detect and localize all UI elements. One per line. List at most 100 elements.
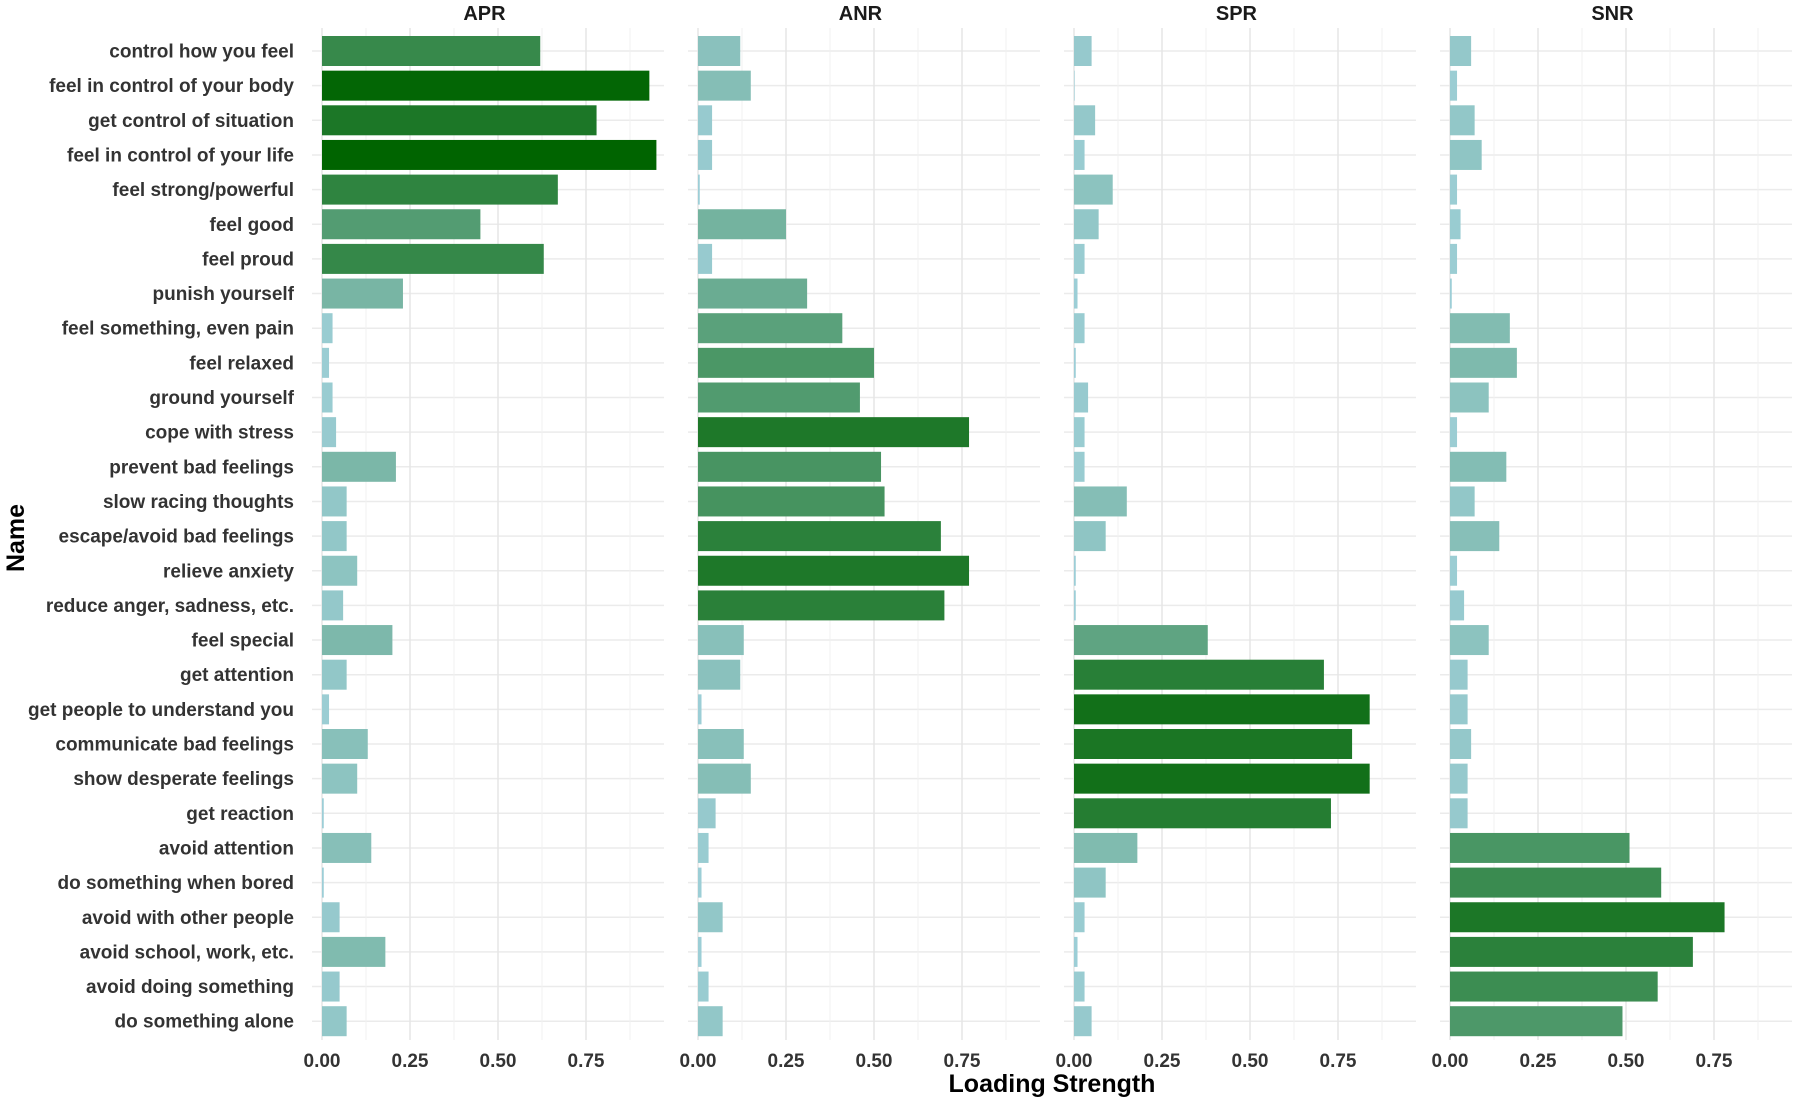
y-tick-label: get attention [180, 665, 294, 686]
bar-anr-9 [698, 347, 874, 378]
x-tick-label: 0.25 [1520, 1051, 1557, 1072]
y-tick-label: slow racing thoughts [103, 492, 294, 513]
bar-anr-26 [698, 936, 702, 967]
bar-anr-19 [698, 694, 702, 725]
y-tick-label: escape/avoid bad feelings [59, 527, 294, 548]
y-tick-label: feel proud [202, 249, 294, 270]
bar-snr-14 [1450, 521, 1500, 552]
x-tick-label: 0.00 [1056, 1051, 1093, 1072]
bar-snr-0 [1450, 36, 1472, 66]
y-tick-label: get reaction [186, 804, 294, 825]
bar-anr-8 [698, 313, 843, 344]
bar-spr-2 [1074, 105, 1096, 136]
bar-anr-13 [698, 486, 885, 517]
panel-title-snr: SNR [1591, 3, 1634, 25]
bar-anr-5 [698, 209, 786, 240]
bar-snr-5 [1450, 209, 1461, 240]
bar-anr-17 [698, 625, 744, 656]
bar-spr-19 [1074, 694, 1370, 725]
bar-apr-6 [322, 243, 544, 274]
bar-snr-24 [1450, 867, 1662, 898]
bar-spr-24 [1074, 867, 1106, 898]
bar-spr-23 [1074, 832, 1138, 863]
bar-apr-15 [322, 555, 358, 586]
bar-anr-10 [698, 382, 860, 413]
bar-apr-23 [322, 832, 372, 863]
bar-spr-1 [1074, 70, 1075, 101]
bar-spr-9 [1074, 347, 1076, 378]
bar-anr-21 [698, 763, 751, 794]
y-tick-label: feel good [210, 215, 294, 236]
bar-spr-22 [1074, 798, 1331, 829]
bar-spr-5 [1074, 209, 1099, 240]
y-tick-label: punish yourself [153, 284, 295, 305]
bar-anr-28 [698, 1006, 723, 1037]
bar-snr-27 [1450, 971, 1658, 1002]
panel-title-apr: APR [463, 3, 506, 25]
y-tick-label: feel in control of your life [67, 145, 294, 166]
y-tick-label: control how you feel [109, 42, 294, 63]
bar-apr-17 [322, 625, 393, 656]
bar-spr-11 [1074, 417, 1085, 448]
bar-snr-12 [1450, 451, 1507, 482]
bar-anr-7 [698, 278, 808, 309]
x-tick-label: 0.50 [1232, 1051, 1269, 1072]
bar-snr-17 [1450, 625, 1489, 656]
bar-apr-11 [322, 417, 337, 448]
bar-spr-20 [1074, 729, 1353, 759]
y-tick-label: do something when bored [58, 873, 294, 894]
x-tick-label: 0.00 [1432, 1051, 1469, 1072]
bar-apr-13 [322, 486, 347, 517]
y-tick-label: avoid attention [159, 838, 294, 859]
bar-snr-6 [1450, 243, 1458, 274]
bar-snr-28 [1450, 1006, 1623, 1037]
bar-anr-24 [698, 867, 702, 898]
bar-snr-23 [1450, 832, 1630, 863]
x-tick-label: 0.50 [856, 1051, 893, 1072]
x-axis-title: Loading Strength [949, 1070, 1156, 1098]
bar-anr-12 [698, 451, 882, 482]
bar-apr-25 [322, 902, 340, 933]
bar-apr-10 [322, 382, 333, 413]
bar-snr-19 [1450, 694, 1468, 725]
bar-spr-6 [1074, 243, 1085, 274]
bar-apr-22 [322, 798, 324, 829]
bar-spr-4 [1074, 174, 1113, 205]
bar-snr-20 [1450, 729, 1472, 759]
x-tick-label: 0.25 [768, 1051, 805, 1072]
x-tick-label: 0.75 [1320, 1051, 1357, 1072]
bar-apr-1 [322, 70, 650, 101]
y-tick-label: avoid school, work, etc. [80, 942, 294, 963]
panel-title-spr: SPR [1216, 3, 1258, 25]
bar-snr-13 [1450, 486, 1475, 517]
bar-spr-8 [1074, 313, 1085, 344]
bar-anr-11 [698, 417, 970, 448]
bar-spr-28 [1074, 1006, 1092, 1037]
bar-apr-14 [322, 521, 347, 552]
x-tick-label: 0.25 [392, 1051, 429, 1072]
x-tick-label: 0.75 [568, 1051, 605, 1072]
bar-snr-4 [1450, 174, 1458, 205]
bar-anr-3 [698, 139, 713, 170]
bar-anr-2 [698, 105, 713, 136]
bar-anr-15 [698, 555, 970, 586]
y-tick-label: prevent bad feelings [109, 457, 294, 478]
bar-spr-25 [1074, 902, 1085, 933]
bar-spr-27 [1074, 971, 1085, 1002]
bar-snr-11 [1450, 417, 1458, 448]
x-tick-label: 0.50 [480, 1051, 517, 1072]
y-tick-label: feel relaxed [189, 353, 294, 374]
bar-spr-21 [1074, 763, 1370, 794]
y-tick-label: show desperate feelings [73, 769, 294, 790]
y-tick-label: reduce anger, sadness, etc. [46, 596, 294, 617]
bar-apr-24 [322, 867, 324, 898]
bar-apr-27 [322, 971, 340, 1002]
y-axis-title: Name [2, 504, 30, 572]
bar-anr-27 [698, 971, 709, 1002]
bar-apr-8 [322, 313, 333, 344]
y-tick-label: feel in control of your body [49, 76, 294, 97]
y-tick-label: do something alone [115, 1012, 294, 1033]
bar-apr-20 [322, 729, 368, 759]
y-tick-label: avoid doing something [86, 977, 294, 998]
